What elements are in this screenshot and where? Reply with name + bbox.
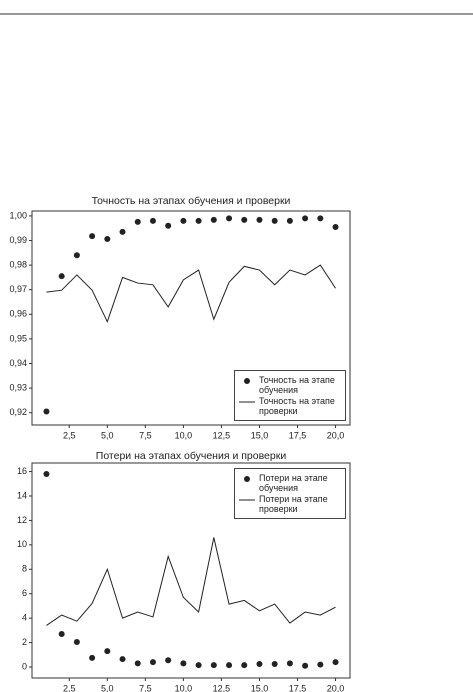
data-point xyxy=(317,215,324,222)
x-tick-label: 5,0 xyxy=(101,430,114,440)
data-point xyxy=(256,660,263,667)
legend-label: Потери на этапе проверки xyxy=(259,494,328,514)
x-tick-label: 15,0 xyxy=(251,430,269,440)
legend-label: Потери на этапе обучения xyxy=(259,473,328,493)
y-tick-label: 0,94 xyxy=(9,358,27,368)
data-point xyxy=(119,228,126,235)
y-tick-label: 16 xyxy=(17,466,27,476)
data-point xyxy=(58,273,65,280)
y-tick-label: 10 xyxy=(17,539,27,549)
data-point xyxy=(89,654,96,661)
data-point xyxy=(195,662,202,669)
data-point xyxy=(241,216,248,223)
plot-frame xyxy=(31,210,351,426)
data-point xyxy=(180,217,187,224)
legend-entry: Потери на этапе обучения xyxy=(239,473,341,493)
x-tick-label: 20,0 xyxy=(327,683,345,692)
data-point xyxy=(226,215,233,222)
legend: Потери на этапе обучения Потери на этапе … xyxy=(234,468,346,519)
data-point xyxy=(58,631,65,638)
x-tick-label: 7,5 xyxy=(139,430,152,440)
data-point xyxy=(73,252,80,259)
data-point xyxy=(271,217,278,224)
x-tick-label: 2,5 xyxy=(63,683,76,692)
legend-icon xyxy=(244,476,250,482)
y-tick-label: 1,00 xyxy=(9,210,27,220)
y-tick-label: 0,99 xyxy=(9,235,27,245)
y-tick-label: 0,97 xyxy=(9,284,27,294)
data-point xyxy=(134,660,141,667)
y-tick-label: 0,93 xyxy=(9,382,27,392)
data-point xyxy=(195,217,202,224)
series-line xyxy=(46,537,336,626)
y-tick-label: 8 xyxy=(22,564,27,574)
y-tick-label: 0,95 xyxy=(9,333,27,343)
y-tick-label: 4 xyxy=(22,613,27,623)
y-tick-label: 12 xyxy=(17,515,27,525)
data-point xyxy=(271,660,278,667)
legend-icon xyxy=(239,401,255,403)
data-point xyxy=(302,215,309,222)
y-tick-label: 2 xyxy=(22,637,27,647)
y-tick-label: 14 xyxy=(17,490,27,500)
legend-label: Точность на этапе проверки xyxy=(259,396,335,416)
x-tick-label: 17,5 xyxy=(289,683,307,692)
plot-frame xyxy=(31,462,351,679)
y-tick-label: 0 xyxy=(22,661,27,671)
legend-marker xyxy=(244,476,250,482)
legend-entry: Точность на этапе проверки xyxy=(239,396,341,416)
x-tick-label: 12,5 xyxy=(213,683,231,692)
legend: Точность на этапе обучения Точность на эт… xyxy=(234,370,346,421)
legend-icon xyxy=(239,499,255,501)
x-tick-label: 2,5 xyxy=(63,430,76,440)
legend-entry: Потери на этапе проверки xyxy=(239,494,341,514)
data-point xyxy=(226,662,233,669)
x-tick-label: 10,0 xyxy=(175,683,193,692)
x-tick-label: 20,0 xyxy=(327,430,345,440)
data-point xyxy=(210,216,217,223)
data-point xyxy=(149,659,156,666)
x-tick-label: 7,5 xyxy=(139,683,152,692)
data-point xyxy=(256,216,263,223)
data-point xyxy=(180,660,187,667)
data-point xyxy=(43,470,50,477)
y-tick-label: 0,96 xyxy=(9,309,27,319)
legend-icon xyxy=(244,378,250,384)
y-tick-label: 6 xyxy=(22,588,27,598)
data-point xyxy=(104,236,111,243)
legend-label: Точность на этапе обучения xyxy=(259,375,335,395)
data-point xyxy=(43,408,50,415)
data-point xyxy=(119,656,126,663)
data-point xyxy=(317,661,324,668)
x-tick-label: 5,0 xyxy=(101,683,114,692)
x-tick-label: 12,5 xyxy=(213,430,231,440)
data-point xyxy=(210,662,217,669)
data-point xyxy=(286,217,293,224)
x-tick-label: 15,0 xyxy=(251,683,269,692)
legend-entry: Точность на этапе обучения xyxy=(239,375,341,395)
legend-marker xyxy=(244,378,250,384)
data-point xyxy=(134,218,141,225)
data-point xyxy=(89,233,96,240)
data-point xyxy=(149,217,156,224)
data-point xyxy=(165,657,172,664)
y-tick-label: 0,98 xyxy=(9,259,27,269)
chart-title: Точность на этапах обучения и проверки xyxy=(92,195,291,207)
data-point xyxy=(286,660,293,667)
data-point xyxy=(302,662,309,669)
data-point xyxy=(73,638,80,645)
data-point xyxy=(332,223,339,230)
data-point xyxy=(332,659,339,666)
x-tick-label: 10,0 xyxy=(175,430,193,440)
x-tick-label: 17,5 xyxy=(289,430,307,440)
series-line xyxy=(46,264,336,324)
data-point xyxy=(104,648,111,655)
data-point xyxy=(241,662,248,669)
chart-title: Потери на этапах обучения и проверки xyxy=(96,450,287,462)
data-point xyxy=(165,222,172,229)
y-tick-label: 0,92 xyxy=(9,407,27,417)
